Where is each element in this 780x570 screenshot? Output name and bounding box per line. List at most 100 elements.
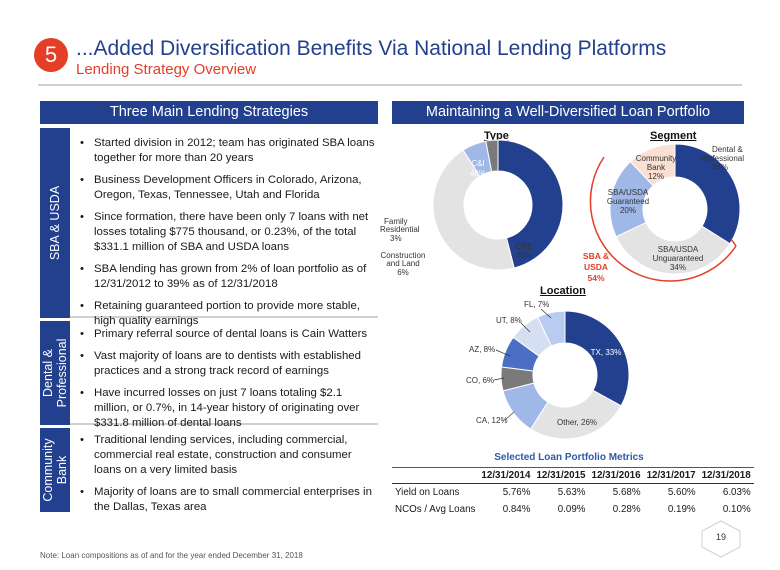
segment-value-community: 12% — [648, 172, 664, 181]
table-cell: 0.19% — [667, 504, 696, 515]
segment-slice-dental-professional — [674, 143, 741, 245]
type-value-ci: 46% — [470, 169, 486, 178]
dental-panel: Primary referral source of dental loans … — [70, 321, 378, 429]
list-item: Have incurred losses on just 7 loans tot… — [80, 386, 378, 431]
table-cell: 5.76% — [502, 487, 531, 498]
metrics-header-blank — [392, 467, 479, 484]
community-side-label: Community Bank — [40, 428, 70, 512]
table-cell: 0.09% — [557, 504, 586, 515]
location-leader-ca — [504, 411, 515, 421]
segment-label-community-1: Community — [636, 154, 676, 163]
segment-chart-title: Segment — [650, 130, 697, 142]
community-panel: Traditional lending services, including … — [70, 428, 378, 515]
row-label: NCOs / Avg Loans — [395, 504, 476, 515]
table-cell: 6.03% — [722, 487, 751, 498]
list-item: Majority of loans are to small commercia… — [80, 485, 378, 515]
location-leader-ut — [520, 322, 531, 333]
list-item: Business Development Officers in Colorad… — [80, 173, 378, 203]
page-number-hexagon — [701, 520, 741, 558]
list-item: Since formation, there have been only 7 … — [80, 210, 378, 255]
list-item: Vast majority of loans are to dentists w… — [80, 349, 378, 379]
table-cell: 0.10% — [722, 504, 751, 515]
location-leader-fl — [540, 308, 552, 319]
type-chart-title: Type — [484, 130, 509, 142]
list-item: Retaining guaranteed portion to provide … — [80, 299, 378, 329]
table-cell: 0.84% — [502, 504, 531, 515]
metrics-header-row: 12/31/2014 12/31/2015 12/31/2016 12/31/2… — [392, 467, 754, 484]
community-bullets: Traditional lending services, including … — [70, 433, 378, 515]
type-value-cre: 45% — [516, 251, 532, 260]
location-chart-title: Location — [540, 285, 586, 297]
type-value-construction: 6% — [397, 268, 409, 277]
page-subtitle: Lending Strategy Overview — [76, 61, 257, 78]
segment-value-dental: 34% — [712, 163, 728, 172]
table-cell: 0.28% — [612, 504, 641, 515]
sba-bracket-arc — [589, 156, 737, 282]
sba-bracket-label-1: SBA & — [583, 251, 609, 261]
footnote: Note: Loan compositions as of and for th… — [40, 551, 303, 560]
table-row: NCOs / Avg Loans 0.84% 0.09% 0.28% 0.19%… — [392, 501, 754, 518]
location-slice-tx — [564, 310, 630, 407]
right-heading: Maintaining a Well-Diversified Loan Port… — [392, 101, 744, 124]
location-slice-fl — [537, 310, 566, 347]
location-label-fl: FL, 7% — [524, 300, 549, 309]
header-divider — [38, 84, 742, 86]
left-heading: Three Main Lending Strategies — [40, 101, 378, 124]
type-value-family: 3% — [390, 234, 402, 243]
sba-bracket-tick — [730, 238, 737, 247]
location-label-ut: UT, 8% — [496, 316, 522, 325]
table-cell: 5.60% — [667, 487, 696, 498]
segment-label-unguaranteed-1: SBA/USDA — [658, 245, 699, 254]
segment-label-dental-1: Dental & — [712, 145, 743, 154]
location-leader-co — [493, 377, 505, 381]
dental-side-label: Dental & Professional — [40, 321, 70, 425]
sba-bracket-label-3: 54% — [587, 273, 604, 283]
location-label-other: Other, 26% — [557, 418, 597, 427]
section-number-badge: 5 — [34, 38, 68, 72]
segment-donut — [609, 143, 741, 275]
type-donut — [432, 139, 564, 271]
metrics-title: Selected Loan Portfolio Metrics — [494, 452, 644, 463]
sba-bullets: Started division in 2012; team has origi… — [70, 136, 378, 329]
metrics-col-header: 12/31/2016 — [588, 467, 644, 484]
segment-label-community-2: Bank — [647, 163, 666, 172]
row-label: Yield on Loans — [395, 487, 460, 498]
location-label-co: CO, 6% — [466, 376, 494, 385]
metrics-col-header: 12/31/2017 — [643, 467, 699, 484]
segment-label-guaranteed-1: SBA/USDA — [608, 188, 649, 197]
sba-side-label: SBA & USDA — [40, 128, 70, 318]
type-slice-c-i — [497, 139, 564, 269]
type-label-ci: C&I — [471, 159, 484, 168]
list-item: SBA lending has grown from 2% of loan po… — [80, 262, 378, 292]
type-label-construction-2: and Land — [386, 259, 419, 268]
list-item: Primary referral source of dental loans … — [80, 327, 378, 342]
page-number: 19 — [715, 532, 726, 542]
metrics-table: 12/31/2014 12/31/2015 12/31/2016 12/31/2… — [392, 467, 754, 518]
metrics-col-header: 12/31/2018 — [698, 467, 754, 484]
sba-panel: Started division in 2012; team has origi… — [70, 128, 378, 327]
segment-label-dental-2: Professional — [700, 154, 744, 163]
type-label-cre: CRE — [516, 242, 533, 251]
dental-bullets: Primary referral source of dental loans … — [70, 327, 378, 431]
location-leader-az — [495, 349, 511, 357]
location-donut — [500, 310, 630, 440]
segment-slice-sba-usda-unguaranteed — [615, 221, 731, 275]
type-slice-cre — [432, 149, 515, 271]
segment-label-unguaranteed-2: Unguaranteed — [653, 254, 704, 263]
segment-label-guaranteed-2: Guaranteed — [607, 197, 649, 206]
type-label-family-2: Residential — [380, 225, 420, 234]
metrics-col-header: 12/31/2014 — [478, 467, 534, 484]
list-item: Started division in 2012; team has origi… — [80, 136, 378, 166]
type-label-family-1: Family — [384, 217, 408, 226]
table-row: Yield on Loans 5.76% 5.63% 5.68% 5.60% 6… — [392, 484, 754, 502]
segment-value-guaranteed: 20% — [620, 206, 636, 215]
location-label-tx: TX, 33% — [591, 348, 622, 357]
type-label-construction-1: Construction — [381, 251, 426, 260]
metrics-col-header: 12/31/2015 — [533, 467, 589, 484]
table-cell: 5.63% — [557, 487, 586, 498]
segment-value-unguaranteed: 34% — [670, 263, 686, 272]
sba-bracket-label-2: USDA — [584, 262, 608, 272]
page-title: ...Added Diversification Benefits Via Na… — [76, 37, 667, 60]
location-label-ca: CA, 12% — [476, 416, 508, 425]
